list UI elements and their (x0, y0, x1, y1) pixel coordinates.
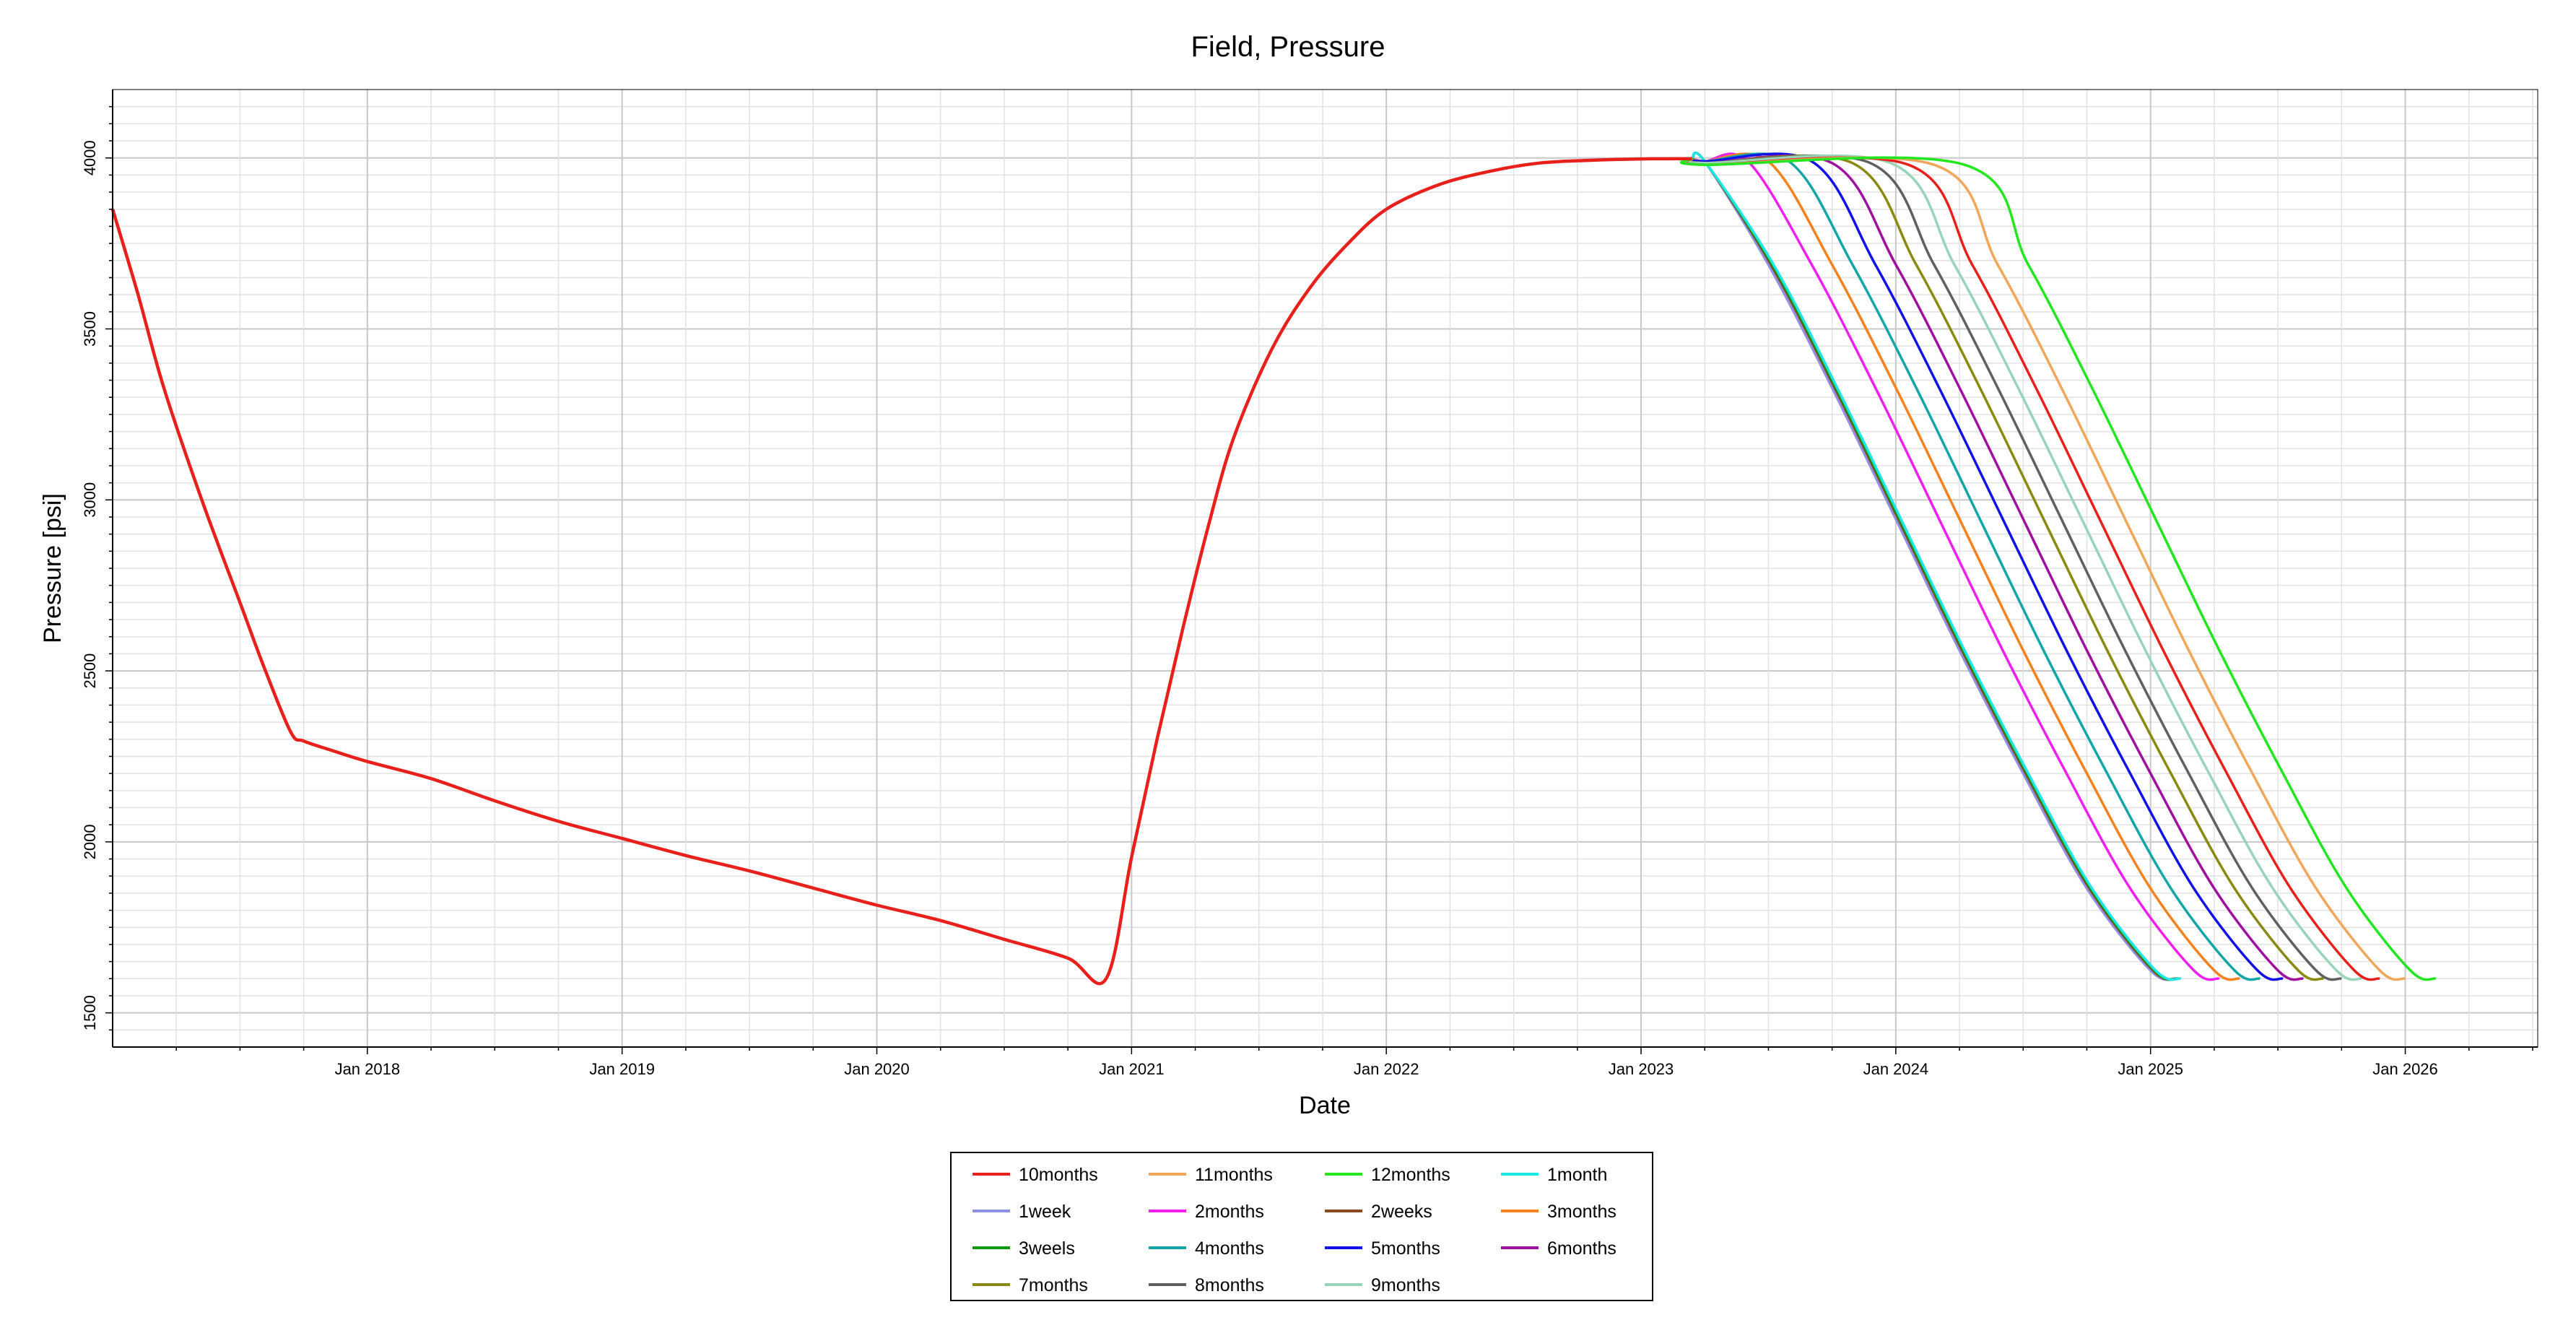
series-line-1week (1690, 151, 2177, 981)
legend-label-2months: 2months (1195, 1202, 1264, 1222)
series-line-6months (1689, 154, 2304, 981)
y-tick-label: 2500 (81, 654, 99, 689)
series-line-3weels (1690, 151, 2180, 981)
legend-label-1month: 1month (1547, 1165, 1607, 1185)
series-line-history (110, 157, 1692, 986)
y-tick-label: 3000 (81, 482, 99, 518)
legend-box (950, 1152, 1653, 1301)
y-tick-label: 4000 (81, 140, 99, 175)
legend-label-7months: 7months (1019, 1275, 1088, 1295)
y-axis-title: Pressure [psi] (39, 493, 66, 643)
series-line-12months (1680, 156, 2437, 981)
x-tick-label: Jan 2020 (844, 1060, 910, 1078)
x-tick-label: Jan 2023 (1609, 1060, 1674, 1078)
axes: 1500 2000 2500 3000 3500 4000 Jan 2018 Jan 2019… (81, 90, 2538, 1078)
x-axis-title: Date (1299, 1092, 1351, 1119)
series-line-9months (1685, 154, 2363, 981)
x-tick-label: Jan 2021 (1099, 1060, 1165, 1078)
legend-label-9months: 9months (1371, 1275, 1440, 1295)
grid (113, 90, 2538, 1047)
series-line-5months (1690, 152, 2284, 981)
x-tick-label: Jan 2019 (589, 1060, 655, 1078)
series-line-2months (1692, 152, 2220, 981)
x-tick-label: Jan 2024 (1863, 1060, 1929, 1078)
series-layer (110, 151, 2437, 986)
legend-label-3weels: 3weels (1019, 1238, 1075, 1259)
legend-label-12months: 12months (1371, 1165, 1450, 1185)
legend-label-2weeks: 2weeks (1371, 1202, 1432, 1222)
legend-label-5months: 5months (1371, 1238, 1440, 1259)
y-tick-label: 1500 (81, 995, 99, 1030)
legend-label-8months: 8months (1195, 1275, 1264, 1295)
legend-label-4months: 4months (1195, 1238, 1264, 1259)
y-tick-label: 3500 (81, 311, 99, 347)
x-tick-label: Jan 2018 (335, 1060, 401, 1078)
series-line-1month (1690, 151, 2182, 981)
y-tick-label: 2000 (81, 824, 99, 859)
legend-label-1week: 1week (1019, 1202, 1071, 1222)
legend-label-6months: 6months (1547, 1238, 1616, 1259)
series-line-7months (1687, 154, 2325, 981)
chart-title: Field, Pressure (1191, 31, 1385, 63)
series-line-8months (1687, 154, 2342, 981)
x-tick-label: Jan 2022 (1354, 1060, 1419, 1078)
x-tick-label: Jan 2025 (2118, 1060, 2183, 1078)
x-tick-label: Jan 2026 (2372, 1060, 2438, 1078)
legend-label-10months: 10months (1019, 1165, 1098, 1185)
legend: 10months 11months 12months 1month 1week 2mont… (950, 1152, 1653, 1301)
legend-label-3months: 3months (1547, 1202, 1616, 1222)
legend-label-11months: 11months (1195, 1165, 1273, 1185)
